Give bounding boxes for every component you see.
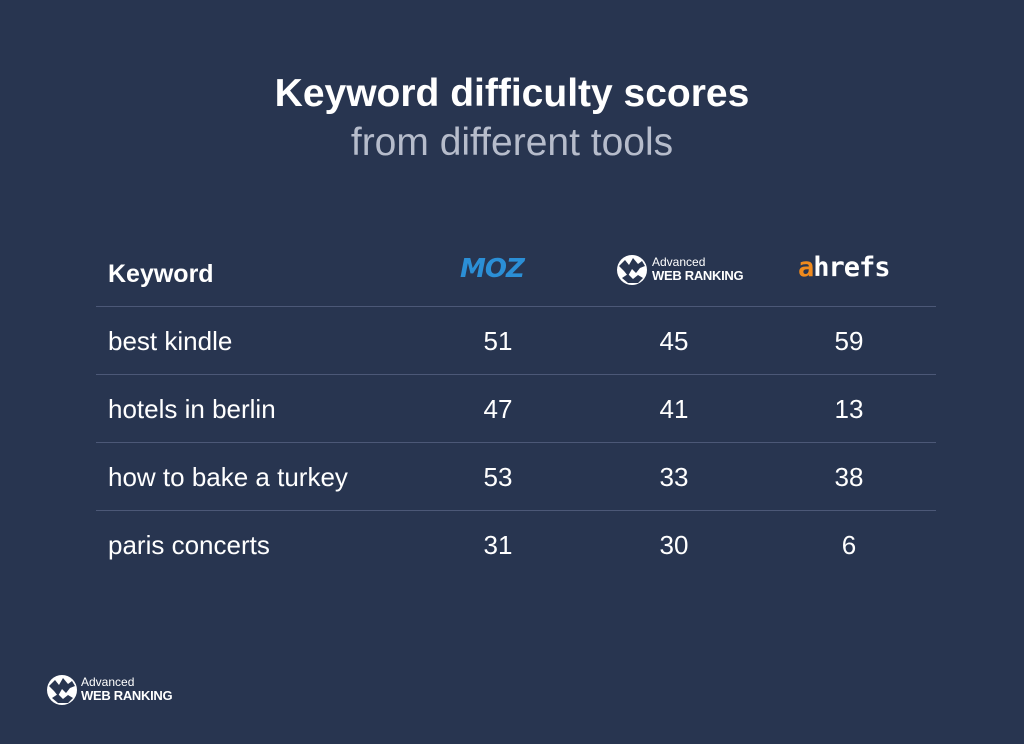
moz-score-cell: 31 [483,530,513,560]
keyword-cell: hotels in berlin [108,394,276,424]
footer-logo-big-text: WEB RANKING [81,688,173,703]
moz-score-cell: 51 [483,326,513,356]
keyword-cell: how to bake a turkey [108,462,348,492]
awr-logo-big-text: WEB RANKING [652,268,744,283]
footer-globe-icon [47,675,77,705]
keyword-cell: best kindle [108,326,233,356]
ahrefs-score-cell: 38 [834,462,864,492]
keyword-cell: paris concerts [108,530,270,560]
keyword-column-header: Keyword [108,260,214,288]
awr-score-cell: 30 [659,530,689,560]
table-row: best kindle 51 45 59 [96,307,936,375]
awr-logo-small-text: Advanced [652,255,706,269]
chart-subtitle: from different tools [350,121,674,164]
moz-score-cell: 53 [483,462,513,492]
ahrefs-score-cell: 59 [834,326,864,356]
ahrefs-logo-a: a [798,252,814,283]
ahrefs-logo: ahrefs [798,252,891,284]
awr-score-cell: 41 [659,394,689,424]
footer-logo-small-text: Advanced [81,675,135,689]
table-header-row: Keyword MOZ Advanced WEB RANKING ahrefs [96,238,936,307]
table-row: paris concerts 31 30 6 [96,511,936,578]
awr-logo: Advanced WEB RANKING [616,250,746,290]
ahrefs-score-cell: 13 [834,394,864,424]
moz-logo: MOZ [460,254,525,284]
chart-title: Keyword difficulty scores [274,72,750,115]
difficulty-table: Keyword MOZ Advanced WEB RANKING ahrefs … [96,238,936,578]
awr-score-cell: 45 [659,326,689,356]
ahrefs-logo-rest: hrefs [813,252,890,283]
moz-score-cell: 47 [483,394,513,424]
footer-awr-logo: Advanced WEB RANKING [46,672,176,712]
table-row: how to bake a turkey 53 33 38 [96,443,936,511]
awr-globe-icon [617,255,647,285]
ahrefs-score-cell: 6 [841,530,857,560]
table-row: hotels in berlin 47 41 13 [96,375,936,443]
awr-score-cell: 33 [659,462,689,492]
